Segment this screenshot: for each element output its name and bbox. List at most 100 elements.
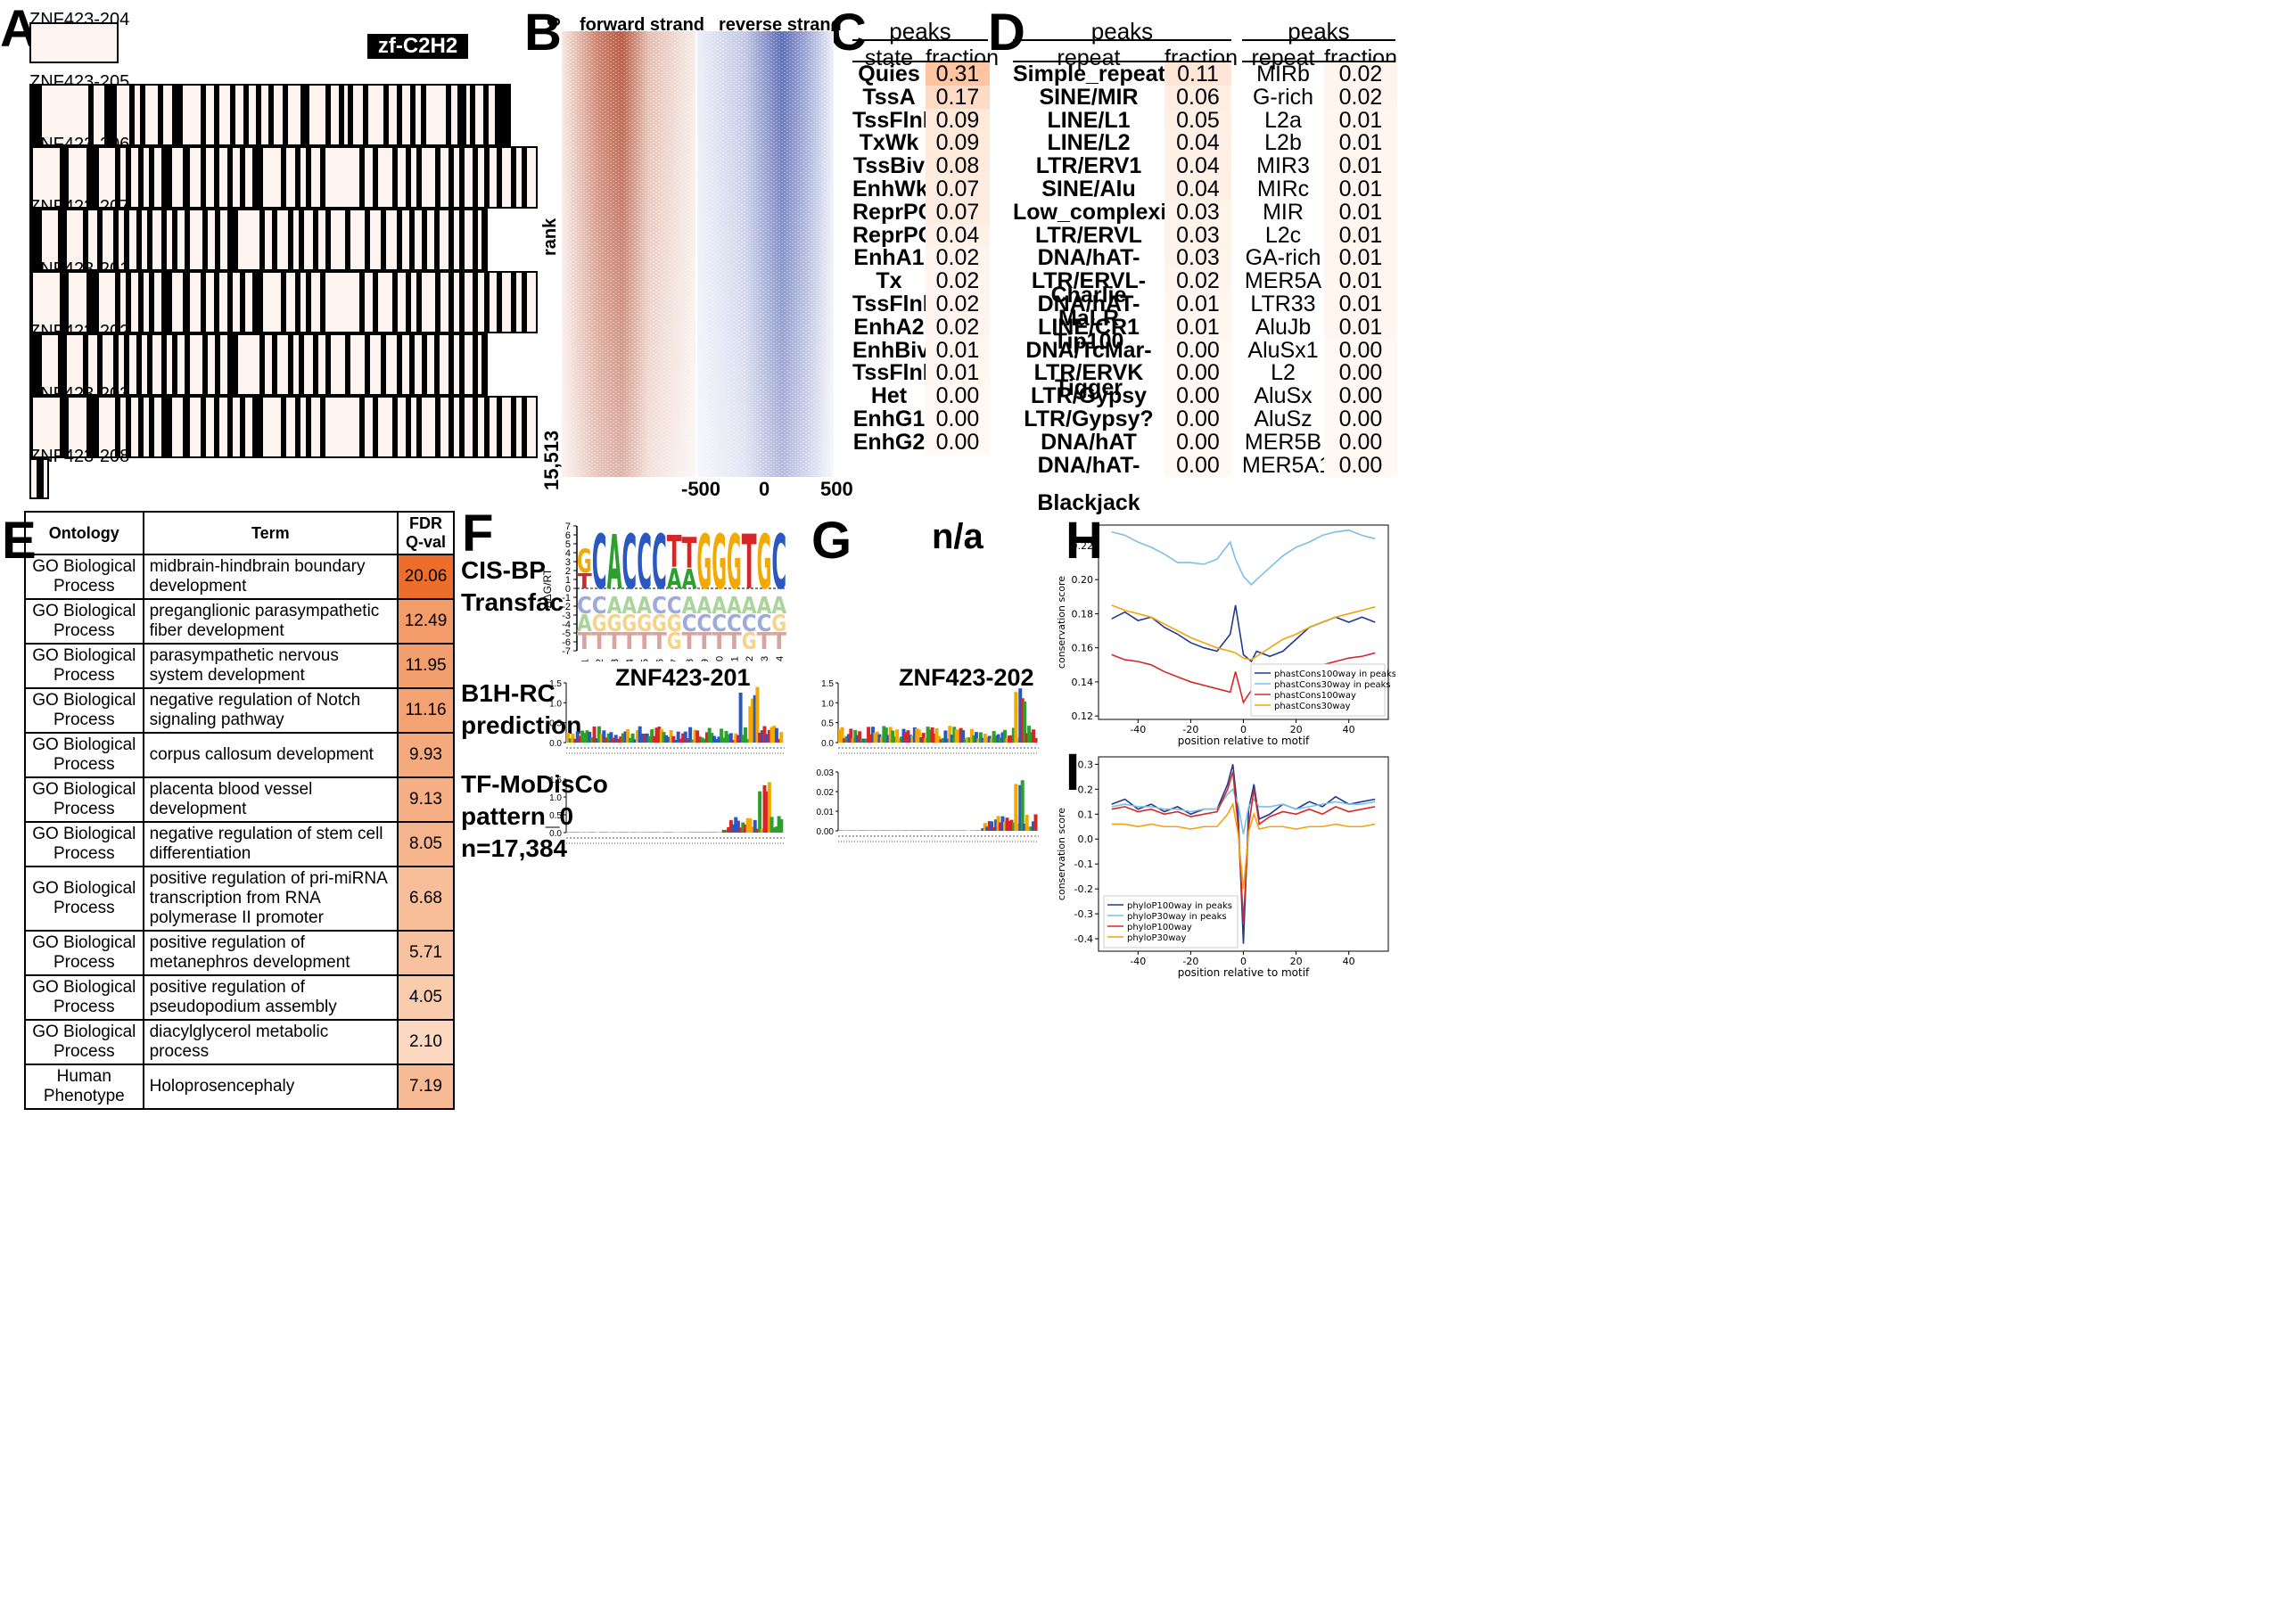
logo-glyph	[941, 737, 945, 743]
repeat-label: LINE/L2	[1047, 130, 1131, 156]
forward-strand-title: forward strand	[580, 15, 705, 35]
logo-glyph	[647, 832, 652, 833]
logo-glyph	[844, 735, 849, 743]
state-label: TssA	[862, 84, 916, 110]
logo-glyph	[589, 737, 594, 743]
logo-letter: C	[667, 593, 682, 620]
zf-domain-block	[339, 86, 344, 144]
logo-ytick: 1.5	[549, 679, 562, 689]
logo-letter: T	[621, 628, 637, 655]
fraction-shade	[1324, 154, 1397, 178]
zf-domain-block	[227, 148, 233, 207]
logo-glyph	[901, 830, 906, 831]
fraction-value: 0.03	[1176, 199, 1220, 225]
zf-domain-block	[470, 86, 475, 144]
fraction-value: 0.00	[1176, 383, 1220, 409]
logo-letter: A	[742, 593, 757, 620]
zf-domain-block	[435, 148, 440, 207]
logo-letter: G	[577, 542, 592, 580]
logo-glyph	[981, 737, 985, 743]
logo-glyph	[858, 731, 862, 743]
fdr-cell: 20.06	[397, 554, 455, 600]
zf-domain-block	[126, 273, 131, 332]
logo-glyph	[862, 738, 867, 743]
logo-glyph	[575, 832, 580, 833]
fraction-shade	[926, 315, 990, 339]
logo-glyph	[919, 737, 924, 743]
fraction-shade	[926, 154, 990, 178]
logo-letter: T	[652, 628, 667, 655]
panel-label-c: C	[829, 4, 867, 62]
isoform-track	[29, 333, 488, 396]
zf-domain-block	[434, 335, 440, 394]
zf-domain-block	[325, 210, 331, 269]
logo-glyph	[994, 735, 999, 743]
isoform-track	[29, 22, 119, 63]
logo-glyph	[652, 735, 656, 743]
logo-glyph	[777, 738, 781, 743]
logo-glyph	[727, 734, 731, 743]
go-row: GO Biological Process preganglionic paras…	[24, 598, 455, 645]
zf-domain-block	[363, 86, 368, 144]
logo-glyph	[588, 732, 592, 743]
logo-glyph	[893, 830, 897, 831]
logo-ytick: 0.5	[821, 719, 834, 729]
logo-glyph	[954, 830, 959, 831]
logo-glyph	[842, 738, 846, 743]
fraction-value: 0.04	[1176, 177, 1220, 201]
zf-domain-block	[272, 335, 277, 394]
logo-glyph	[693, 729, 697, 743]
logo-glyph	[671, 832, 676, 833]
zf-domain-block	[522, 398, 527, 456]
series-line	[1111, 529, 1376, 587]
logo-xtick: 2	[595, 659, 605, 661]
zf-domain-block	[214, 86, 219, 144]
zf-domain-block	[201, 273, 206, 332]
fraction-shade	[1164, 200, 1231, 224]
logo-letter: T	[757, 628, 772, 655]
logo-letter: T	[696, 628, 712, 655]
logo-glyph	[919, 830, 924, 831]
term-cell: preganglionic parasympathetic fiber deve…	[142, 598, 399, 645]
logo-glyph	[669, 832, 673, 833]
modisco-logo-202: 0.03 0.02 0.01 0.00	[817, 768, 1039, 842]
zf-domain-block	[359, 273, 365, 332]
logo-glyph	[616, 738, 621, 743]
logo-glyph	[972, 735, 976, 743]
logo-glyph	[612, 737, 616, 743]
zf-domain-block	[138, 398, 144, 456]
zf-domain-block	[359, 398, 365, 456]
fraction-shade	[1324, 338, 1397, 362]
logo-glyph	[875, 731, 879, 743]
y-tick-label: 0.14	[1072, 677, 1094, 688]
logo-glyph	[582, 832, 587, 833]
fraction-value: 0.00	[935, 383, 980, 409]
cisbp-label: CIS-BP Transfac	[461, 556, 564, 616]
fraction-shade	[1164, 154, 1231, 178]
fraction-shade	[1164, 108, 1231, 132]
logo-glyph	[873, 732, 877, 743]
isoform-title: ZNF423-202	[899, 664, 1034, 691]
logo-glyph	[974, 830, 978, 831]
repeat-label: AluSz	[1254, 407, 1313, 431]
zf-domain-block	[115, 273, 120, 332]
logo-letter: A	[771, 593, 786, 620]
logo-glyph	[855, 830, 860, 831]
zf-domain-block	[272, 210, 277, 269]
fraction-value: 0.03	[1176, 222, 1220, 248]
fraction-shade	[926, 177, 990, 201]
fraction-value: 0.02	[1338, 84, 1383, 110]
zf-domain-block	[449, 210, 454, 269]
zf-domain-block	[435, 273, 440, 332]
chart-i: -40 -20 0 20 40 0.3 0.2 0.1 0.0 -0.1 -0.2 -0.3 -0.4 p…	[1056, 756, 1389, 979]
logo-glyph	[609, 832, 613, 833]
panel-label-h: H	[1066, 512, 1103, 570]
fraction-value: 0.07	[935, 177, 980, 201]
logo-letter: C	[592, 593, 607, 620]
fraction-shade	[1324, 292, 1397, 316]
panel-label-b: B	[524, 4, 562, 62]
logo-glyph	[662, 732, 666, 743]
logo-glyph	[582, 733, 587, 743]
logo-glyph	[849, 830, 853, 831]
fraction-shade	[926, 361, 990, 385]
